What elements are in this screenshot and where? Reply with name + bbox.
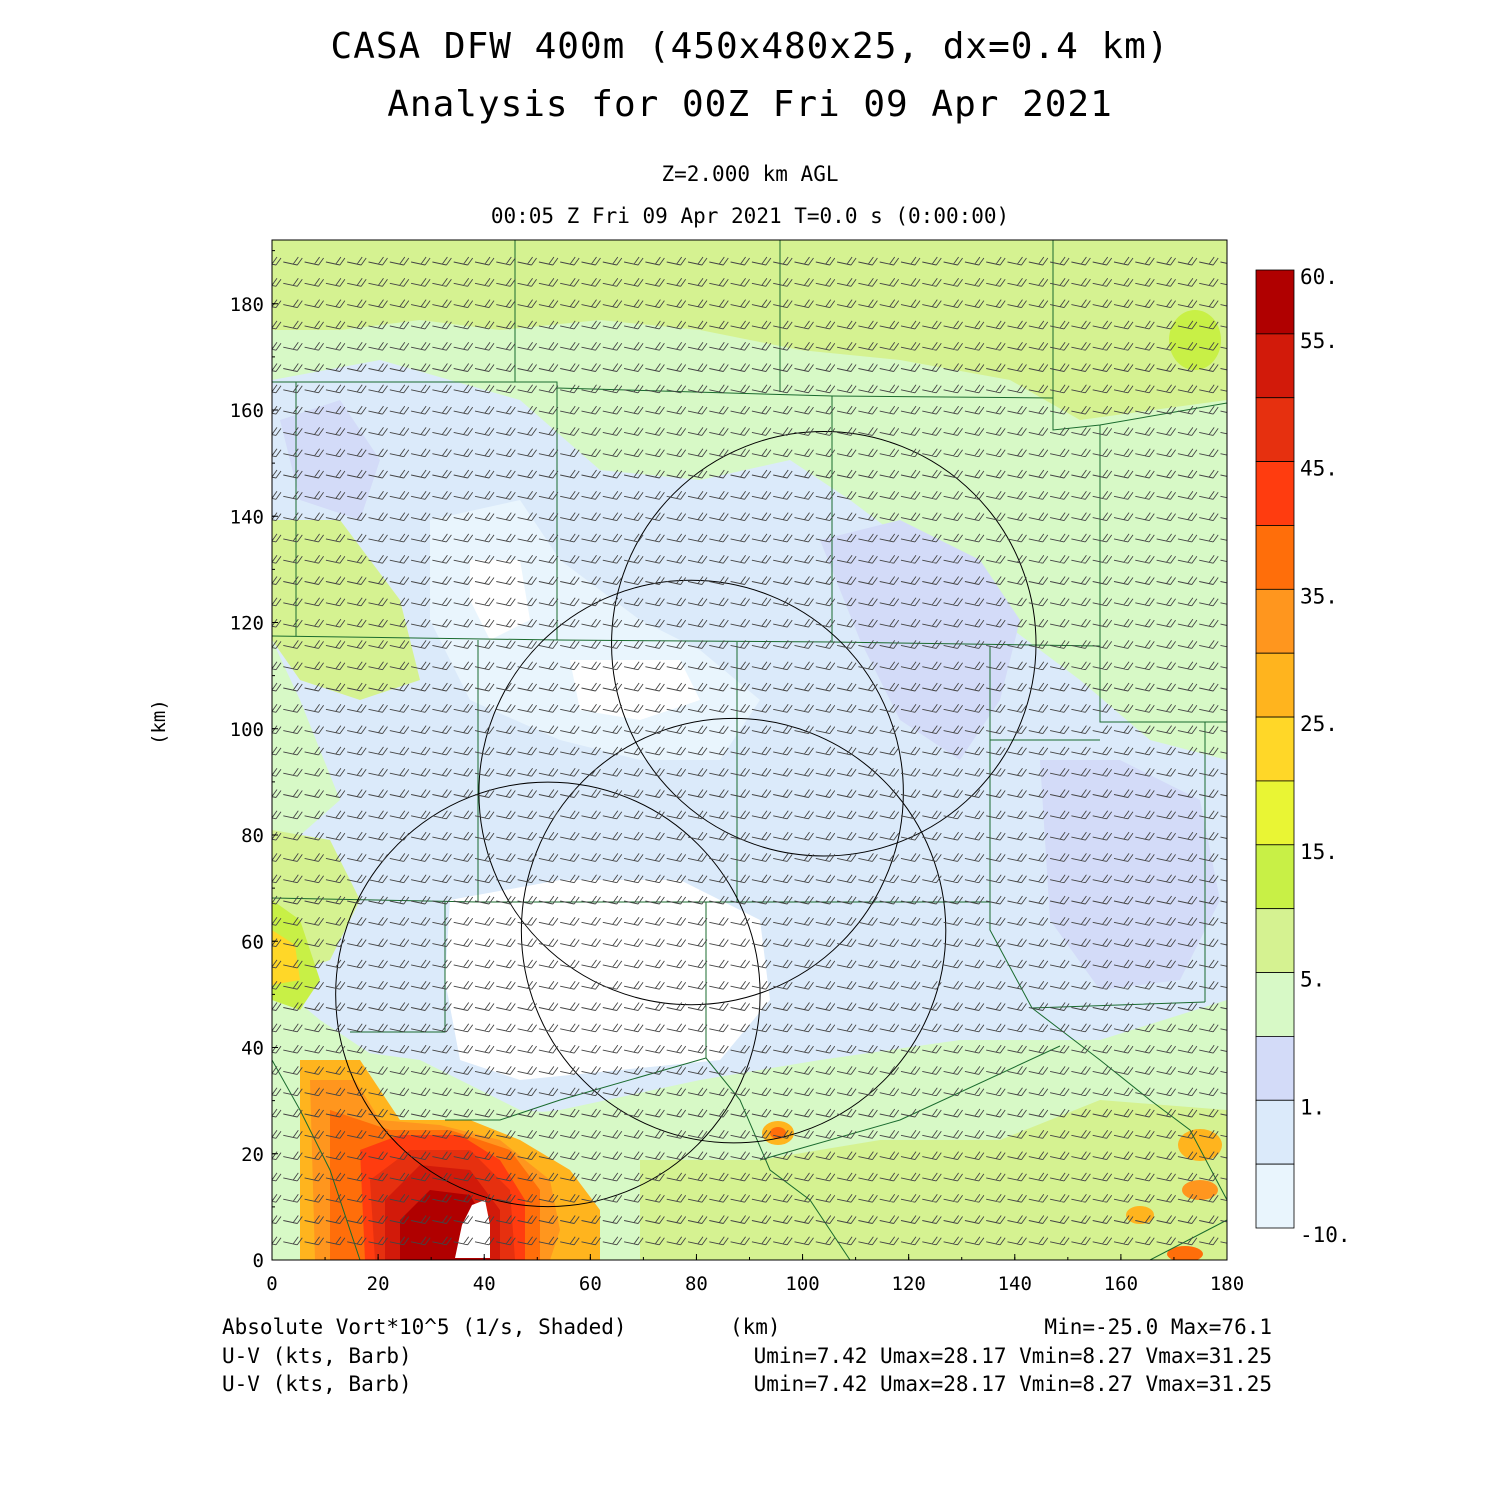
barb-stats-2: Umin=7.42 Umax=28.17 Vmin=8.27 Vmax=31.2… [753, 1372, 1272, 1396]
plot-subtitle: Analysis for 00Z Fri 09 Apr 2021 [387, 84, 1113, 125]
colorbar-label: 5. [1300, 968, 1325, 992]
x-tick-label: 20 [367, 1273, 390, 1295]
y-axis: 0 20 40 60 80 100 120 140 160 180 [230, 250, 278, 1272]
barb-path [272, 256, 1227, 1246]
field-patch [280, 400, 380, 520]
barb-description-2: U-V (kts, Barb) [222, 1372, 412, 1396]
radar-ring [335, 781, 761, 1208]
colorbar-label: 25. [1300, 712, 1338, 736]
colorbar-label: 1. [1300, 1095, 1325, 1119]
x-axis-label: (km) [730, 1315, 781, 1339]
colorbar-swatch [1255, 397, 1295, 463]
x-tick-label: 120 [892, 1273, 926, 1295]
colorbar: 60. 55. 45. 35. 25. 15. 5. 1. -10. [1255, 265, 1351, 1247]
x-tick-label: 180 [1210, 1273, 1244, 1295]
x-tick-label: 40 [473, 1273, 496, 1295]
colorbar-swatch [1255, 269, 1295, 335]
field-patch [820, 520, 1020, 760]
plot-title: CASA DFW 400m (450x480x25, dx=0.4 km) [330, 26, 1170, 67]
level-label: Z=2.000 km AGL [661, 162, 839, 186]
y-tick-label: 60 [241, 931, 264, 953]
field-patch [1040, 760, 1220, 990]
colorbar-swatch [1255, 525, 1295, 590]
colorbar-label: 15. [1300, 840, 1338, 864]
x-tick-label: 160 [1104, 1273, 1138, 1295]
colorbar-swatch [1255, 972, 1295, 1037]
barb-stats-1: Umin=7.42 Umax=28.17 Vmin=8.27 Vmax=31.2… [753, 1344, 1272, 1368]
colorbar-swatch [1255, 844, 1295, 910]
x-tick-label: 60 [579, 1273, 602, 1295]
y-tick-label: 180 [230, 294, 264, 316]
y-tick-label: 100 [230, 719, 264, 741]
vorticity-spot [1178, 1129, 1222, 1161]
colorbar-label: 35. [1300, 584, 1338, 608]
x-tick-label: 100 [785, 1273, 819, 1295]
radar-ring [520, 717, 947, 1144]
vorticity-spot [770, 1127, 786, 1139]
colorbar-swatch [1255, 1163, 1295, 1229]
colorbar-swatch [1255, 908, 1295, 973]
y-tick-label: 120 [230, 613, 264, 635]
radar-rings [335, 431, 1037, 1208]
y-tick-label: 160 [230, 400, 264, 422]
radar-ring [611, 431, 1037, 857]
y-tick-label: 40 [241, 1038, 264, 1060]
wind-barbs [272, 256, 1227, 1246]
colorbar-swatch [1255, 588, 1295, 654]
colorbar-swatch [1255, 652, 1295, 718]
colorbar-swatch [1255, 1036, 1295, 1101]
colorbar-label: 60. [1300, 265, 1338, 289]
field-minmax: Min=-25.0 Max=76.1 [1044, 1315, 1272, 1339]
field-patch [272, 520, 420, 700]
colorbar-swatch [1255, 1099, 1295, 1165]
colorbar-swatch [1255, 461, 1295, 526]
y-tick-label: 20 [241, 1144, 264, 1166]
x-tick-label: 0 [266, 1273, 277, 1295]
radar-ring [478, 579, 904, 1006]
vorticity-spot [1167, 1246, 1203, 1260]
vorticity-field [272, 240, 1227, 1260]
field-description: Absolute Vort*10^5 (1/s, Shaded) [222, 1315, 627, 1339]
colorbar-swatch [1255, 716, 1295, 782]
colorbar-label: 55. [1300, 329, 1338, 353]
field-patch [272, 930, 300, 985]
colorbar-swatch [1255, 780, 1295, 846]
time-label: 00:05 Z Fri 09 Apr 2021 T=0.0 s (0:00:00… [490, 204, 1010, 228]
field-patch [445, 880, 770, 1080]
barb-description-1: U-V (kts, Barb) [222, 1344, 412, 1368]
x-tick-label: 140 [998, 1273, 1032, 1295]
vorticity-spot [1169, 310, 1221, 370]
x-tick-label: 80 [685, 1273, 708, 1295]
vorticity-spot [1182, 1180, 1218, 1200]
x-axis: 0 20 40 60 80 100 120 140 160 180 [266, 1254, 1244, 1295]
colorbar-label: -10. [1300, 1223, 1351, 1247]
y-tick-label: 0 [253, 1250, 264, 1272]
y-tick-label: 80 [241, 825, 264, 847]
colorbar-swatch [1255, 333, 1295, 399]
colorbar-label: 45. [1300, 457, 1338, 481]
y-tick-label: 140 [230, 506, 264, 528]
